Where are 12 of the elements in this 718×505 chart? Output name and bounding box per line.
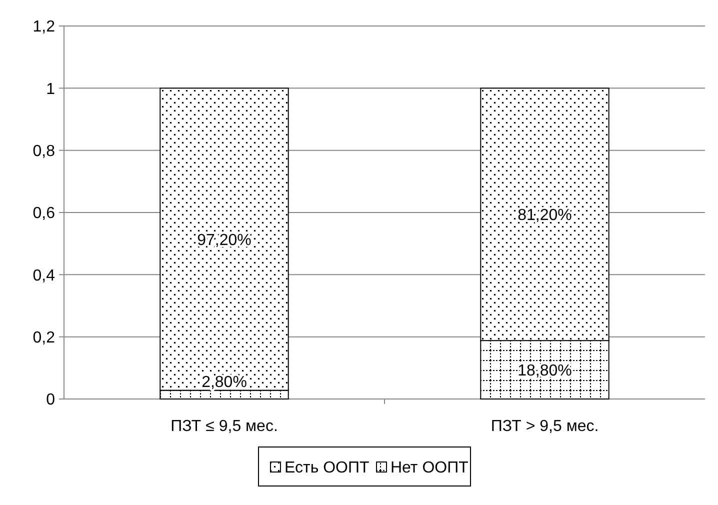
x-tick-label: ПЗТ ≤ 9,5 мес. xyxy=(170,418,278,435)
y-tick-label: 0,4 xyxy=(32,267,56,284)
y-tick-label: 1,2 xyxy=(32,18,56,36)
y-tick-label: 0,2 xyxy=(32,329,56,346)
data-label: 2,80% xyxy=(202,374,247,391)
legend-label: Нет ООПТ xyxy=(390,460,469,477)
y-tick-label: 1 xyxy=(46,80,56,98)
y-tick-label: 0,6 xyxy=(32,205,56,222)
x-tick-label: ПЗТ > 9,5 мес. xyxy=(490,418,599,435)
legend-label: Есть ООПТ xyxy=(284,460,370,477)
y-tick-label: 0,8 xyxy=(32,142,56,160)
y-tick-label: 0 xyxy=(46,392,56,409)
